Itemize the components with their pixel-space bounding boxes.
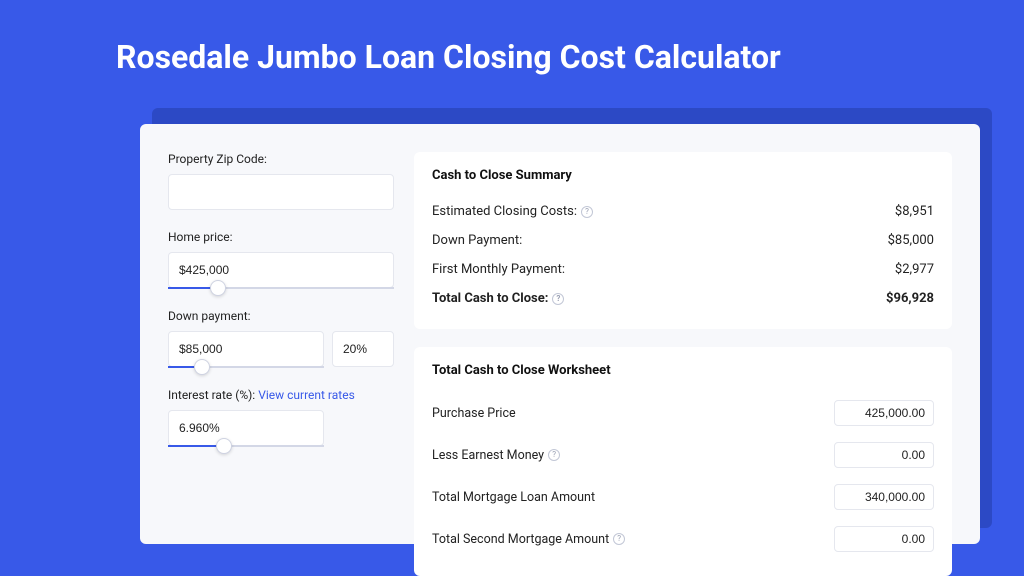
zip-group: Property Zip Code: (168, 152, 394, 210)
interest-rate-slider-thumb[interactable] (216, 438, 232, 454)
home-price-input[interactable] (168, 252, 394, 288)
interest-rate-slider[interactable] (168, 445, 324, 447)
zip-input[interactable] (168, 174, 394, 210)
inputs-sidebar: Property Zip Code: Home price: Down paym… (168, 152, 394, 544)
worksheet-title: Total Cash to Close Worksheet (432, 363, 934, 378)
summary-row-value: $2,977 (895, 262, 934, 277)
worksheet-label-text: Less Earnest Money (432, 448, 544, 463)
home-price-slider[interactable] (168, 287, 394, 289)
worksheet-label-text: Total Second Mortgage Amount (432, 532, 609, 547)
worksheet-label-text: Total Mortgage Loan Amount (432, 490, 595, 505)
down-payment-percent-input[interactable] (332, 331, 394, 367)
help-icon[interactable]: ? (552, 293, 564, 305)
summary-row-label: Total Cash to Close:? (432, 291, 564, 306)
help-icon[interactable]: ? (581, 206, 593, 218)
summary-row-label: Estimated Closing Costs:? (432, 204, 593, 219)
home-price-slider-thumb[interactable] (210, 280, 226, 296)
zip-label: Property Zip Code: (168, 152, 394, 166)
summary-card: Cash to Close Summary Estimated Closing … (414, 152, 952, 329)
worksheet-row-label: Total Second Mortgage Amount? (432, 532, 625, 547)
summary-row: Total Cash to Close:? $96,928 (432, 284, 934, 313)
summary-label-text: Estimated Closing Costs: (432, 204, 577, 219)
summary-label-text: Total Cash to Close: (432, 291, 548, 306)
down-payment-input[interactable] (168, 331, 324, 367)
summary-row-label: Down Payment: (432, 233, 522, 248)
summary-label-text: Down Payment: (432, 233, 522, 248)
summary-row-label: First Monthly Payment: (432, 262, 565, 277)
summary-row: Estimated Closing Costs:? $8,951 (432, 197, 934, 226)
summary-row-value: $85,000 (888, 233, 934, 248)
worksheet-row-label: Total Mortgage Loan Amount (432, 490, 595, 505)
down-payment-label: Down payment: (168, 309, 394, 323)
home-price-group: Home price: (168, 230, 394, 289)
worksheet-row: Total Second Mortgage Amount? (432, 518, 934, 560)
summary-row: Down Payment: $85,000 (432, 226, 934, 255)
interest-rate-label: Interest rate (%): View current rates (168, 388, 394, 402)
worksheet-card: Total Cash to Close Worksheet Purchase P… (414, 347, 952, 576)
summary-row-value: $8,951 (895, 204, 934, 219)
view-rates-link[interactable]: View current rates (258, 388, 355, 402)
help-icon[interactable]: ? (613, 533, 625, 545)
worksheet-label-text: Purchase Price (432, 406, 516, 421)
worksheet-row: Less Earnest Money? (432, 434, 934, 476)
calculator-panel: Property Zip Code: Home price: Down paym… (140, 124, 980, 544)
summary-row-value: $96,928 (886, 291, 934, 306)
home-price-label: Home price: (168, 230, 394, 244)
worksheet-row: Purchase Price (432, 392, 934, 434)
worksheet-row-label: Less Earnest Money? (432, 448, 560, 463)
worksheet-value-input[interactable] (834, 484, 934, 510)
worksheet-value-input[interactable] (834, 400, 934, 426)
interest-rate-group: Interest rate (%): View current rates (168, 388, 394, 447)
help-icon[interactable]: ? (548, 449, 560, 461)
worksheet-value-input[interactable] (834, 526, 934, 552)
down-payment-slider[interactable] (168, 366, 324, 368)
down-payment-group: Down payment: (168, 309, 394, 368)
summary-title: Cash to Close Summary (432, 168, 934, 183)
interest-rate-input[interactable] (168, 410, 324, 446)
results-main: Cash to Close Summary Estimated Closing … (414, 152, 952, 544)
worksheet-row-label: Purchase Price (432, 406, 516, 421)
down-payment-slider-thumb[interactable] (194, 359, 210, 375)
interest-rate-label-text: Interest rate (%): (168, 388, 255, 402)
summary-row: First Monthly Payment: $2,977 (432, 255, 934, 284)
summary-label-text: First Monthly Payment: (432, 262, 565, 277)
worksheet-value-input[interactable] (834, 442, 934, 468)
page-title: Rosedale Jumbo Loan Closing Cost Calcula… (0, 0, 1024, 104)
